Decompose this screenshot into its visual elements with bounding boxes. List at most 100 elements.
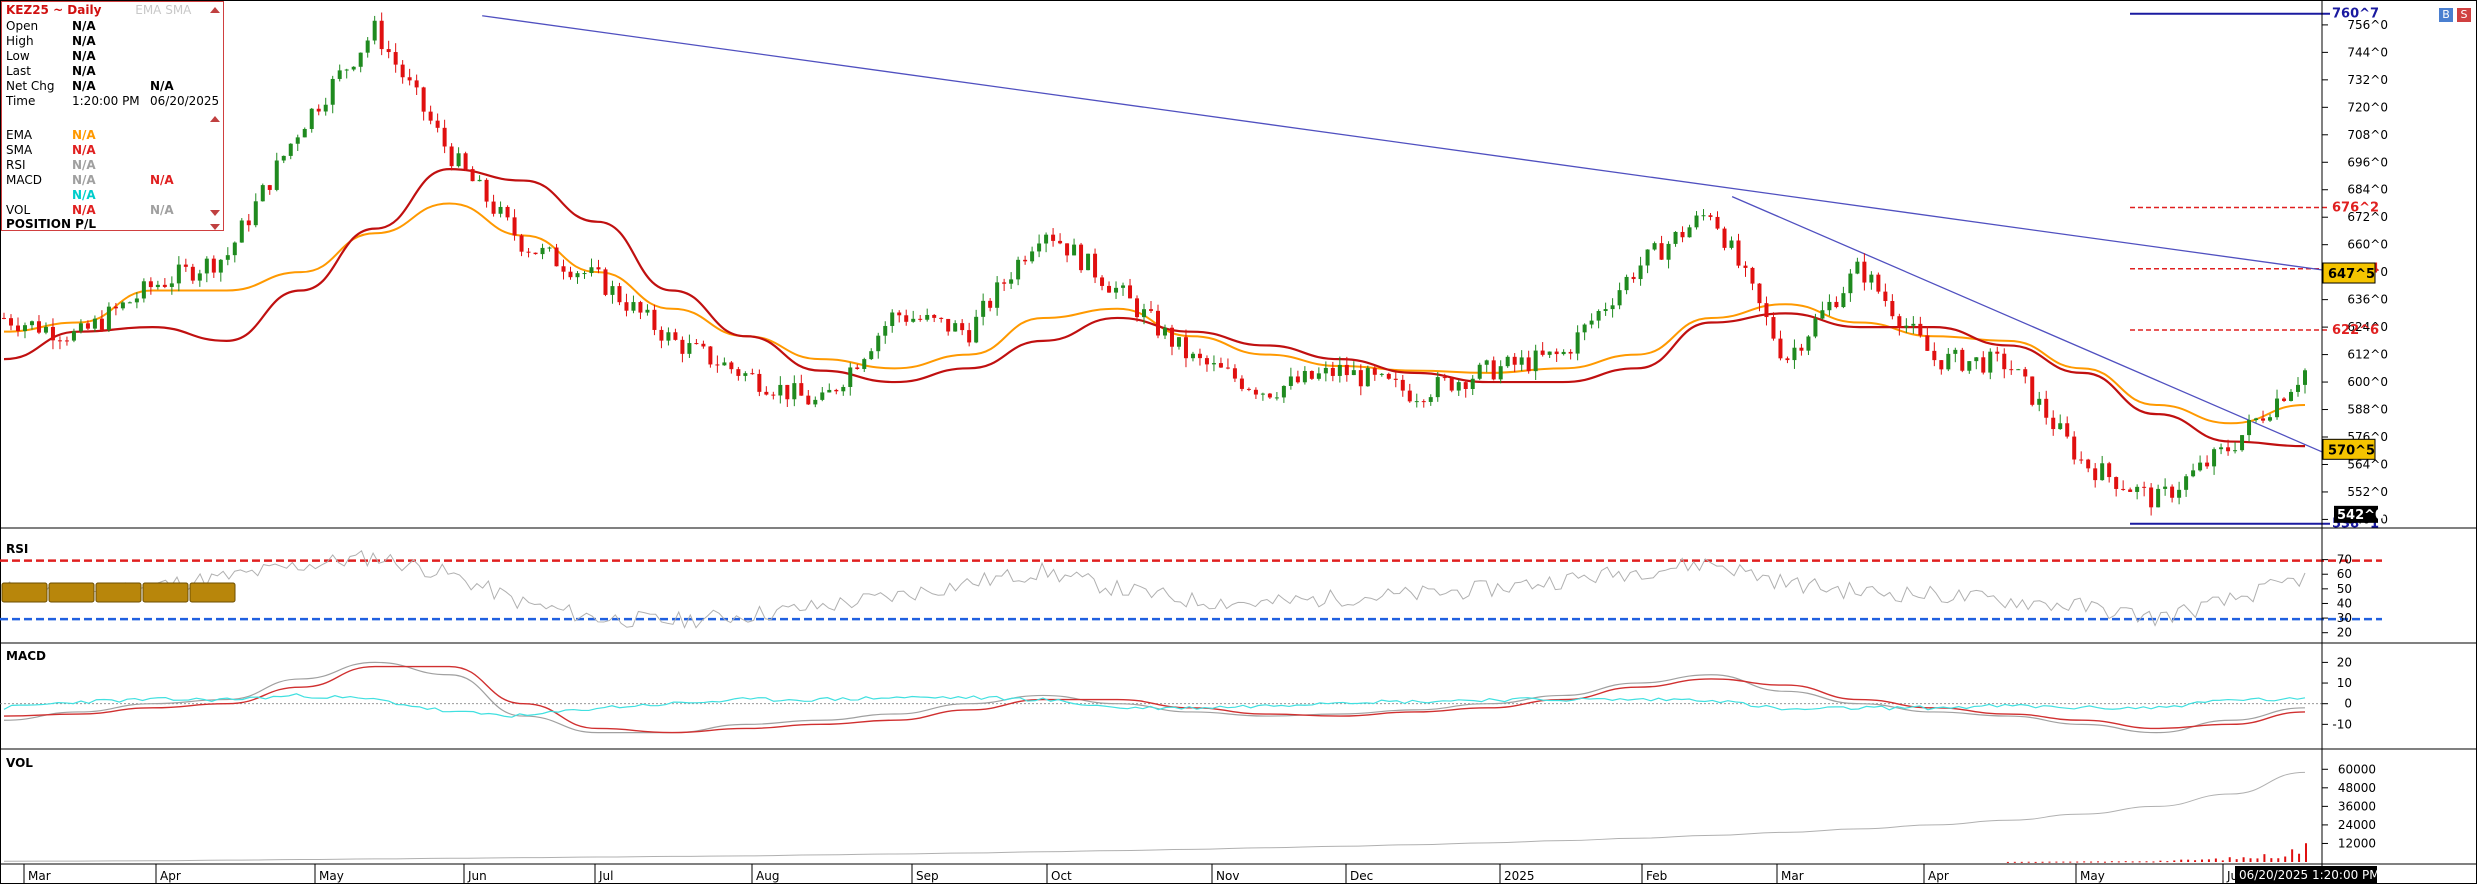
candle-body xyxy=(1673,231,1678,244)
candle-body xyxy=(2107,463,2112,478)
candle-body xyxy=(2037,398,2042,405)
info-row-label: High xyxy=(6,34,34,48)
candle-body xyxy=(2,317,6,319)
study-row-label: EMA xyxy=(6,128,33,142)
candle-body xyxy=(939,317,944,319)
info-row-value: 1:20:00 PM xyxy=(72,94,140,108)
candle-body xyxy=(505,206,510,218)
candle-body xyxy=(232,242,237,256)
candle-body xyxy=(701,343,706,347)
volume-bar xyxy=(2069,861,2072,863)
volume-bar xyxy=(2117,861,2120,863)
candle-body xyxy=(589,267,594,274)
candle-body xyxy=(344,69,349,71)
info-row-value: N/A xyxy=(72,34,96,48)
candle-body xyxy=(1582,324,1587,333)
candle-body xyxy=(1645,249,1650,266)
candle-body xyxy=(1701,215,1706,217)
candle-body xyxy=(1862,261,1867,283)
candle-body xyxy=(1974,357,1979,362)
corner-button-b[interactable]: B xyxy=(2439,8,2453,22)
symbol-title: KEZ25 ~ Daily xyxy=(6,3,102,17)
candle-body xyxy=(337,70,342,79)
study-row-value2: N/A xyxy=(150,203,174,217)
candle-body xyxy=(610,286,615,295)
candle-body xyxy=(1072,244,1077,256)
volume-bar xyxy=(2298,853,2301,862)
volume-bar xyxy=(2083,861,2086,863)
candle-body xyxy=(1736,240,1741,266)
volume-bar xyxy=(2228,857,2231,862)
rsi-tick-label-1: 60 xyxy=(2337,567,2352,581)
price-tick-label-12: 612^0 xyxy=(2347,348,2388,362)
candle-body xyxy=(1743,265,1748,268)
candle-body xyxy=(1561,351,1566,355)
candle-body xyxy=(1351,370,1356,376)
volume-bar xyxy=(2201,859,2204,862)
candle-body xyxy=(519,235,524,252)
collapse-up-icon[interactable] xyxy=(210,7,220,13)
candle-body xyxy=(1750,267,1755,284)
candle-body xyxy=(715,364,720,366)
candle-body xyxy=(1135,298,1140,318)
info-title-row: KEZ25 ~ Daily EMA SMA xyxy=(6,3,191,18)
candle-body xyxy=(1016,259,1021,280)
candle-body xyxy=(2282,398,2287,401)
rsi-overlay-box-2 xyxy=(95,582,142,603)
info-row-value: N/A xyxy=(72,79,96,93)
candle-body xyxy=(106,306,111,330)
candle-body xyxy=(1575,332,1580,354)
candle-body xyxy=(162,284,167,287)
scroll-down-icon[interactable] xyxy=(210,210,220,216)
study-row-label: RSI xyxy=(6,158,26,172)
candle-body xyxy=(1960,349,1965,371)
volume-pane xyxy=(3,771,2307,863)
scroll-up-icon[interactable] xyxy=(210,116,220,122)
rsi-overlay-box-0 xyxy=(1,582,48,603)
rsi-tick-label-0: 70 xyxy=(2337,553,2352,567)
candle-body xyxy=(624,302,629,311)
candle-body xyxy=(617,286,622,303)
corner-button-s[interactable]: S xyxy=(2457,8,2471,22)
candle-body xyxy=(1820,310,1825,319)
candle-body xyxy=(428,111,433,121)
candle-body xyxy=(120,302,125,309)
info-row-label: Low xyxy=(6,49,30,63)
info-row-label: Open xyxy=(6,19,39,33)
rsi-tick-label-2: 50 xyxy=(2337,582,2352,596)
candle-body xyxy=(323,104,328,112)
candle-body xyxy=(1841,293,1846,308)
candle-body xyxy=(1316,373,1321,379)
quote-info-box[interactable]: KEZ25 ~ Daily EMA SMA Open N/A High N/A Low N… xyxy=(1,1,224,231)
candle-body xyxy=(463,153,468,170)
candle-body xyxy=(1274,397,1279,399)
volume-bar xyxy=(2173,860,2176,862)
candle-body xyxy=(2058,423,2063,430)
candle-body xyxy=(932,314,937,318)
info-row-label: Net Chg xyxy=(6,79,55,93)
candle-body xyxy=(148,281,153,288)
candle-body xyxy=(2205,462,2210,467)
level-label-4: 622^6 xyxy=(2332,323,2379,338)
candle-body xyxy=(1792,347,1797,361)
x-tick-label-6: Sep xyxy=(916,869,939,883)
candle-body xyxy=(960,323,965,331)
candle-body xyxy=(407,77,412,81)
candle-body xyxy=(995,282,1000,308)
candle-body xyxy=(1540,350,1545,355)
candle-body xyxy=(2051,417,2056,430)
candle-body xyxy=(1491,360,1496,380)
rsi-overlay-box-1 xyxy=(48,582,95,603)
expand-down-icon[interactable] xyxy=(210,224,220,230)
candle-body xyxy=(302,128,307,138)
candle-body xyxy=(2156,488,2161,508)
candle-body xyxy=(1421,401,1426,403)
candle-body xyxy=(596,267,601,270)
candle-body xyxy=(155,284,160,288)
candle-body xyxy=(1813,318,1818,337)
candle-body xyxy=(1953,349,1958,354)
candle-body xyxy=(1729,240,1734,248)
volume-bar xyxy=(2187,859,2190,862)
candle-body xyxy=(799,383,804,396)
